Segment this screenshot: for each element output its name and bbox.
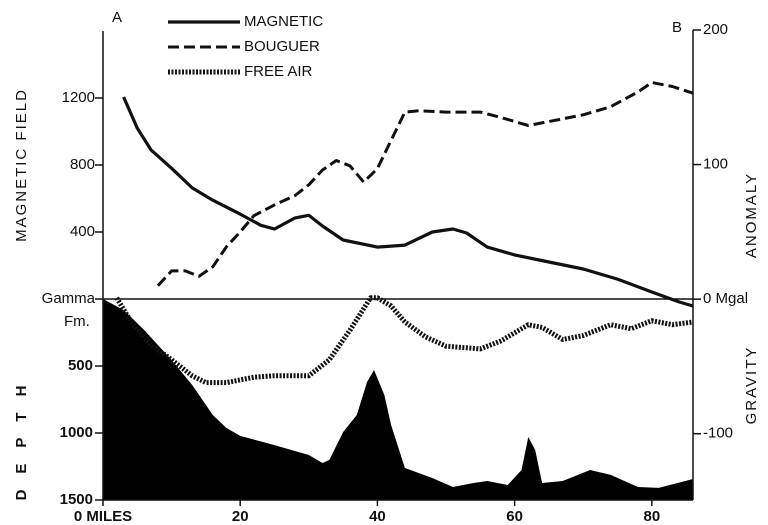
legend-label: FREE AIR (244, 63, 313, 80)
corner-label: B (672, 19, 682, 36)
y2-tick-label: -100 (703, 425, 733, 442)
x-tick-label: 0 MILES (74, 508, 132, 525)
y2-tick-label: 0 Mgal (703, 290, 748, 307)
y-tick-label: 800 (70, 156, 95, 173)
x-tick-label: 80 (643, 508, 660, 525)
legend-label: BOUGUER (244, 38, 320, 55)
y2-tick-label: 200 (703, 21, 728, 38)
y2-tick-label: 100 (703, 156, 728, 173)
depth-axis-label: DEPTH (13, 370, 30, 501)
x-tick-label: 20 (232, 508, 249, 525)
series-line (156, 81, 694, 287)
depth-tick-label: 500 (68, 357, 93, 374)
y-axis-label: MAGNETIC FIELD (13, 88, 30, 242)
y-tick-label: 1200 (62, 89, 95, 106)
y2-axis-label-lower: GRAVITY (743, 346, 760, 425)
series-line (114, 295, 694, 386)
annotation: Fm. (64, 313, 90, 330)
depth-tick-label: 1500 (60, 491, 93, 508)
x-tick-label: 40 (369, 508, 386, 525)
y2-axis-label: ANOMALY (743, 172, 760, 258)
series-line (122, 96, 694, 308)
depth-tick-label: 1000 (60, 424, 93, 441)
legend-label: MAGNETIC (244, 13, 323, 30)
depth-area (103, 299, 693, 500)
corner-label: A (112, 9, 122, 26)
y-tick-label: Gamma (42, 290, 96, 307)
y-tick-label: 400 (70, 223, 95, 240)
x-tick-label: 60 (506, 508, 523, 525)
